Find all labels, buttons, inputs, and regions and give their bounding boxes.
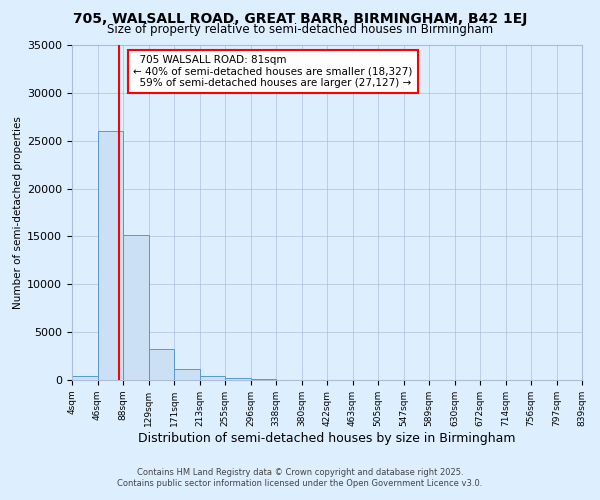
Text: Contains HM Land Registry data © Crown copyright and database right 2025.
Contai: Contains HM Land Registry data © Crown c… <box>118 468 482 487</box>
Bar <box>72 376 97 380</box>
Text: Size of property relative to semi-detached houses in Birmingham: Size of property relative to semi-detach… <box>107 22 493 36</box>
Bar <box>123 236 149 380</box>
X-axis label: Distribution of semi-detached houses by size in Birmingham: Distribution of semi-detached houses by … <box>138 432 516 444</box>
Bar <box>174 370 199 380</box>
Bar <box>225 378 251 380</box>
Y-axis label: Number of semi-detached properties: Number of semi-detached properties <box>13 116 23 309</box>
Text: 705, WALSALL ROAD, GREAT BARR, BIRMINGHAM, B42 1EJ: 705, WALSALL ROAD, GREAT BARR, BIRMINGHA… <box>73 12 527 26</box>
Bar <box>251 379 276 380</box>
Bar <box>97 131 123 380</box>
Text: 705 WALSALL ROAD: 81sqm  
← 40% of semi-detached houses are smaller (18,327)
  5: 705 WALSALL ROAD: 81sqm ← 40% of semi-de… <box>133 55 413 88</box>
Bar <box>149 350 174 380</box>
Bar <box>199 376 225 380</box>
